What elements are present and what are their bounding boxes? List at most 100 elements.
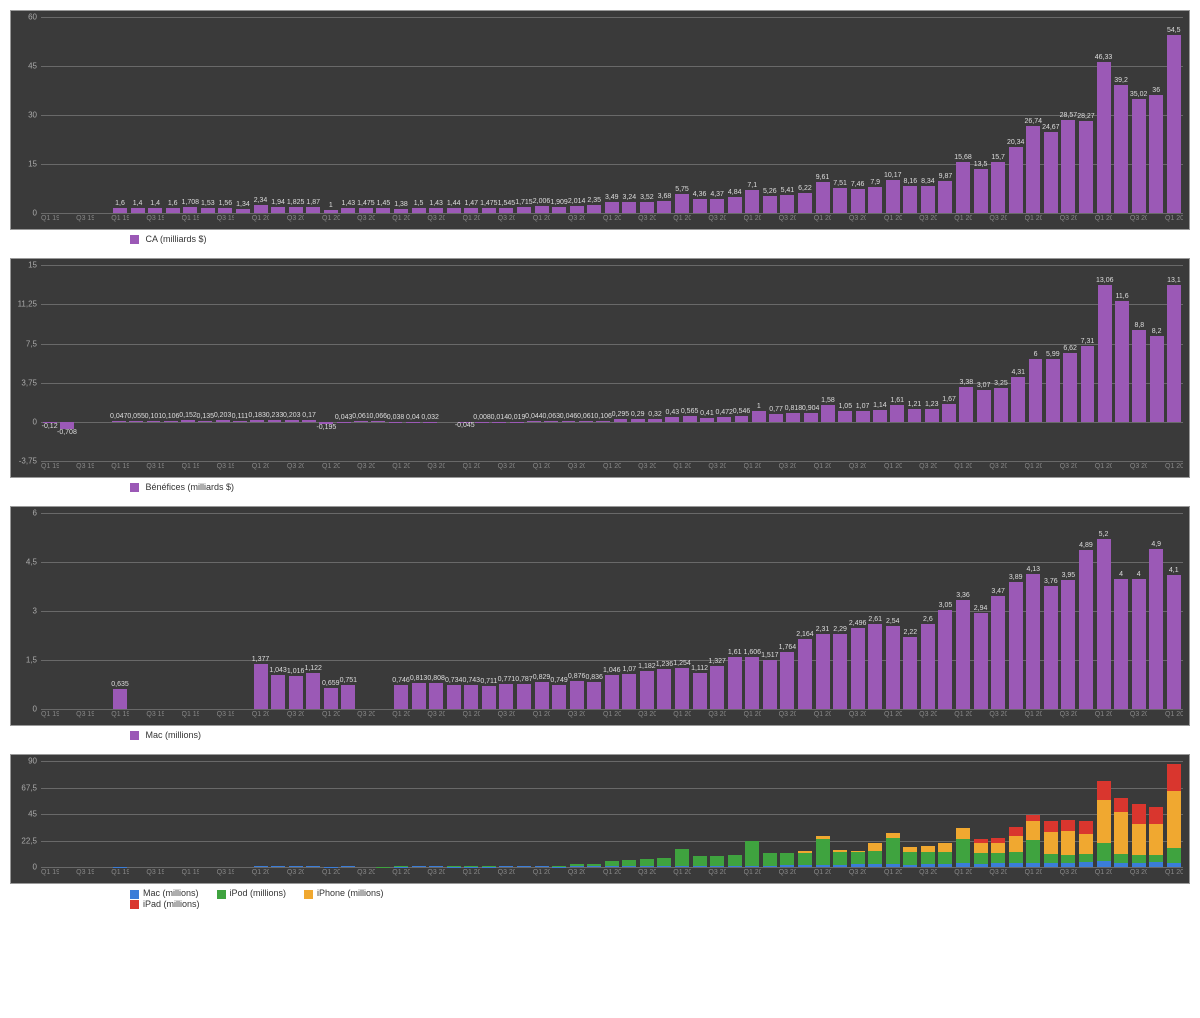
- y-tick: -3,75: [19, 457, 41, 466]
- bar: 0,41: [700, 418, 714, 422]
- bar: 0,635: [113, 689, 127, 710]
- stacked-bar-slot: [463, 761, 481, 867]
- bar-value-label: 1,43: [429, 200, 443, 207]
- x-tick: [234, 869, 252, 881]
- stack-segment-mac: [447, 867, 461, 868]
- bar-slot: 2,35: [585, 17, 603, 213]
- bar: 1: [752, 411, 766, 421]
- bar: 0,565: [683, 416, 697, 422]
- bar-slot: 15,68: [954, 17, 972, 213]
- bar: 1,4: [131, 208, 145, 213]
- bar: 1: [324, 210, 338, 213]
- bar-slot: 0,203: [214, 265, 231, 461]
- bar-slot: 4,13: [1025, 513, 1043, 709]
- bar: -0,12: [43, 422, 57, 423]
- bar-value-label: 3,68: [658, 193, 672, 200]
- stacked-bar-slot: [744, 761, 762, 867]
- bar-value-label: 13,1: [1167, 277, 1181, 284]
- bar-value-label: 7,46: [851, 181, 865, 188]
- bar-slot: 8,16: [902, 17, 920, 213]
- bar-value-label: 1,606: [744, 649, 762, 656]
- bar-value-label: 1: [757, 403, 761, 410]
- bar: 1,254: [675, 668, 689, 709]
- x-tick: Q1 2013: [1165, 869, 1183, 881]
- bar: 0,111: [233, 421, 247, 422]
- stacked-bar-slot: [1095, 761, 1113, 867]
- bar-value-label: 1,715: [515, 199, 533, 206]
- bar-slot: 5,26: [761, 17, 779, 213]
- x-tick: Q3 2004: [568, 869, 586, 881]
- bar-slot: 15,7: [989, 17, 1007, 213]
- stacked-bar-slot: [603, 761, 621, 867]
- x-tick: [585, 215, 603, 227]
- bar-slot: 2,61: [866, 513, 884, 709]
- bar-slot: [94, 17, 112, 213]
- bar: 0,836: [587, 682, 601, 709]
- x-tick: Q3 2005: [638, 869, 656, 881]
- bar-slot: 1,708: [182, 17, 200, 213]
- stack-segment-mac: [324, 867, 338, 868]
- bar: 6,22: [798, 193, 812, 213]
- bar-value-label: 1: [329, 202, 333, 209]
- bar-value-label: 11,6: [1115, 293, 1128, 300]
- x-tick: [480, 869, 498, 881]
- x-tick: [94, 869, 112, 881]
- x-tick: Q3 2012: [1130, 463, 1148, 475]
- bar-slot: 1,122: [304, 513, 322, 709]
- x-tick: Q1 2011: [1025, 711, 1043, 723]
- bar: 1,07: [622, 674, 636, 709]
- bar: 2,29: [833, 634, 847, 709]
- x-tick: [937, 711, 955, 723]
- stacked-bar-slot: [1042, 761, 1060, 867]
- bar-slot: 36: [1147, 17, 1165, 213]
- stack-segment-ipod: [745, 841, 759, 866]
- y-tick: 45: [28, 62, 41, 71]
- bar-slot: 4,37: [708, 17, 726, 213]
- bar: 0,101: [147, 421, 161, 422]
- bar-value-label: 4,13: [1026, 566, 1040, 573]
- y-tick: 3,75: [21, 378, 41, 387]
- bar-slot: 3,07: [975, 265, 992, 461]
- bar-slot: 0,008: [473, 265, 490, 461]
- x-tick: [59, 869, 77, 881]
- x-tick: [304, 869, 322, 881]
- stacked-bar-slot: [59, 761, 77, 867]
- bar-value-label: 1,61: [890, 397, 904, 404]
- bar-slot: 1,43: [427, 17, 445, 213]
- bar-value-label: 3,36: [956, 592, 970, 599]
- bar-slot: 0,111: [231, 265, 248, 461]
- bar-value-label: -0,195: [316, 424, 336, 431]
- bar-slot: 2,6: [919, 513, 937, 709]
- bar-slot: 1,34: [234, 17, 252, 213]
- bar-value-label: 4,36: [693, 191, 707, 198]
- bar-slot: 54,5: [1165, 17, 1183, 213]
- bar-value-label: 13,5: [974, 161, 988, 168]
- bar-slot: 0,836: [585, 513, 603, 709]
- bar-slot: 1,58: [819, 265, 836, 461]
- bar-value-label: 0,904: [802, 405, 820, 412]
- bar-slot: 1,517: [761, 513, 779, 709]
- stack-segment-ipad: [1167, 764, 1181, 791]
- x-tick: [972, 463, 990, 475]
- bar-value-label: 8,8: [1134, 322, 1144, 329]
- x-tick: [761, 215, 779, 227]
- bar-slot: -0,708: [58, 265, 75, 461]
- stack-segment-mac: [903, 865, 917, 868]
- bar: 7,31: [1081, 346, 1095, 422]
- x-tick: [621, 463, 639, 475]
- bar: 0,152: [181, 420, 195, 422]
- bar-slot: 1: [750, 265, 767, 461]
- bar: 24,67: [1044, 132, 1058, 213]
- bar-value-label: 1,517: [761, 652, 779, 659]
- bar: 1,53: [201, 208, 215, 213]
- y-tick: 0: [33, 209, 41, 218]
- stacked-bar-slot: [849, 761, 867, 867]
- x-tick: Q3 2006: [708, 869, 726, 881]
- x-tick: Q1 1998: [111, 711, 129, 723]
- bar: 0,751: [341, 685, 355, 710]
- x-tick: [129, 869, 147, 881]
- bar-slot: 1,4: [146, 17, 164, 213]
- bar-value-label: 26,74: [1025, 118, 1043, 125]
- bar-slot: 0,295: [612, 265, 629, 461]
- x-tick: [902, 869, 920, 881]
